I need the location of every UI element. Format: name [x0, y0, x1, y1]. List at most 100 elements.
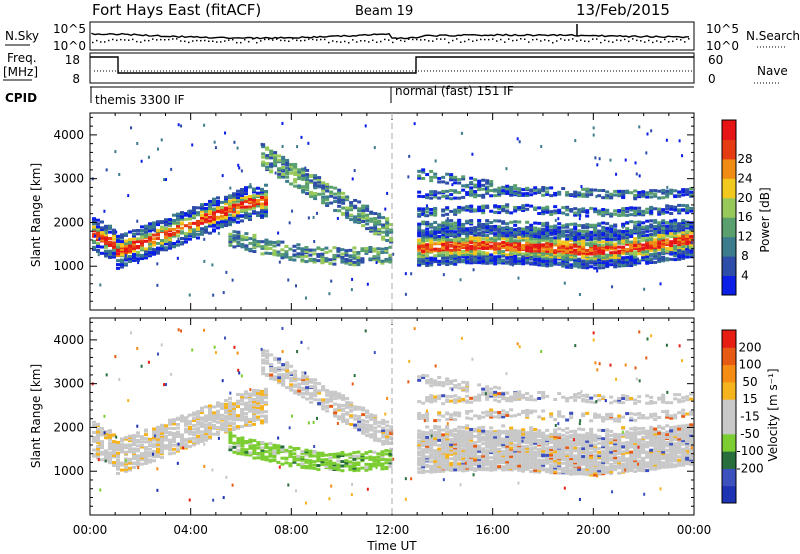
heatmap-cell: [120, 446, 124, 450]
heatmap-cell: [340, 252, 345, 256]
heatmap-cell: [421, 233, 426, 237]
heatmap-cell: [460, 131, 463, 135]
heatmap-cell: [160, 446, 164, 450]
heatmap-cell: [232, 445, 237, 449]
heatmap-cell: [425, 243, 430, 247]
heatmap-cell: [144, 461, 148, 465]
heatmap-cell: [164, 232, 168, 236]
heatmap-cell: [489, 440, 494, 444]
heatmap-cell: [96, 248, 100, 252]
heatmap-cell: [192, 216, 196, 220]
heatmap-cell: [485, 458, 490, 462]
heatmap-cell: [304, 247, 309, 251]
heatmap-cell: [485, 453, 490, 457]
heatmap-cell: [633, 189, 638, 193]
heatmap-cell: [256, 213, 260, 217]
heatmap-cell: [276, 250, 281, 254]
heatmap-cell: [489, 449, 494, 453]
heatmap-cell: [641, 253, 646, 257]
heatmap-cell: [673, 251, 678, 255]
heatmap-cell: [156, 437, 160, 441]
heatmap-cell: [112, 253, 116, 257]
heatmap-cell: [104, 243, 108, 247]
heatmap-cell: [445, 238, 450, 242]
heatmap-cell: [404, 272, 407, 276]
heatmap-cell: [233, 208, 236, 212]
heatmap-cell: [417, 230, 422, 234]
heatmap-cell: [305, 168, 310, 172]
heatmap-cell: [264, 251, 269, 255]
heatmap-cell: [565, 246, 570, 250]
heatmap-cell: [637, 226, 642, 230]
heatmap-cell: [577, 210, 582, 214]
heatmap-cell: [281, 373, 286, 377]
heatmap-cell: [437, 223, 442, 227]
heatmap-cell: [565, 229, 570, 233]
heatmap-cell: [176, 224, 180, 228]
heatmap-cell: [376, 458, 381, 462]
heatmap-cell: [152, 221, 156, 225]
heatmap-cell: [641, 209, 646, 213]
heatmap-cell: [160, 225, 164, 229]
heatmap-cell: [385, 230, 390, 234]
heatmap-cell: [485, 240, 490, 244]
heatmap-cell: [265, 359, 270, 363]
heatmap-cell: [533, 247, 538, 251]
heatmap-cell: [177, 237, 180, 241]
heatmap-cell: [669, 257, 674, 261]
heatmap-cell: [208, 208, 212, 212]
heatmap-cell: [332, 262, 337, 266]
heatmap-cell: [345, 418, 350, 422]
heatmap-cell: [581, 255, 586, 259]
noise-search-dot: [328, 41, 330, 44]
heatmap-cell: [316, 459, 321, 463]
heatmap-cell: [453, 465, 458, 469]
heatmap-cell: [573, 260, 578, 264]
heatmap-cell: [613, 255, 618, 259]
heatmap-cell: [224, 219, 228, 223]
heatmap-cell: [368, 245, 373, 249]
heatmap-cell: [453, 189, 458, 193]
heatmap-cell: [236, 210, 240, 214]
heatmap-cell: [561, 224, 566, 228]
heatmap-cell: [525, 255, 530, 259]
heatmap-cell: [328, 467, 333, 471]
heatmap-cell: [497, 242, 502, 246]
heatmap-cell: [244, 216, 248, 220]
heatmap-cell: [176, 217, 180, 221]
heatmap-cell: [324, 246, 329, 250]
heatmap-cell: [172, 241, 176, 245]
heatmap-cell: [200, 430, 204, 434]
heatmap-cell: [220, 413, 224, 417]
heatmap-cell: [389, 441, 394, 445]
heatmap-cell: [681, 234, 686, 238]
heatmap-cell: [297, 385, 302, 389]
heatmap-cell: [417, 262, 422, 266]
heatmap-cell: [321, 398, 326, 402]
heatmap-cell: [104, 254, 107, 258]
heatmap-cell: [341, 416, 346, 420]
heatmap-cell: [433, 238, 438, 242]
heatmap-cell: [256, 391, 260, 395]
heatmap-cell: [376, 462, 381, 466]
heatmap-cell: [593, 254, 598, 258]
heatmap-cell: [361, 211, 366, 215]
heatmap-cell: [521, 192, 526, 196]
heatmap-cell: [661, 221, 666, 225]
heatmap-cell: [621, 189, 626, 193]
heatmap-cell: [681, 188, 686, 192]
noise-right-label: N.Search: [746, 29, 800, 43]
heatmap-cell: [100, 450, 104, 454]
heatmap-cell: [285, 166, 290, 170]
heatmap-cell: [140, 229, 144, 233]
heatmap-cell: [537, 258, 542, 262]
heatmap-cell: [477, 256, 482, 260]
heatmap-cell: [176, 212, 180, 216]
heatmap-cell: [469, 239, 474, 243]
heatmap-cell: [563, 281, 566, 285]
heatmap-cell: [653, 231, 658, 235]
heatmap-cell: [481, 431, 486, 435]
heatmap-cell: [365, 426, 370, 430]
heatmap-cell: [545, 239, 550, 243]
heatmap-cell: [661, 188, 666, 192]
